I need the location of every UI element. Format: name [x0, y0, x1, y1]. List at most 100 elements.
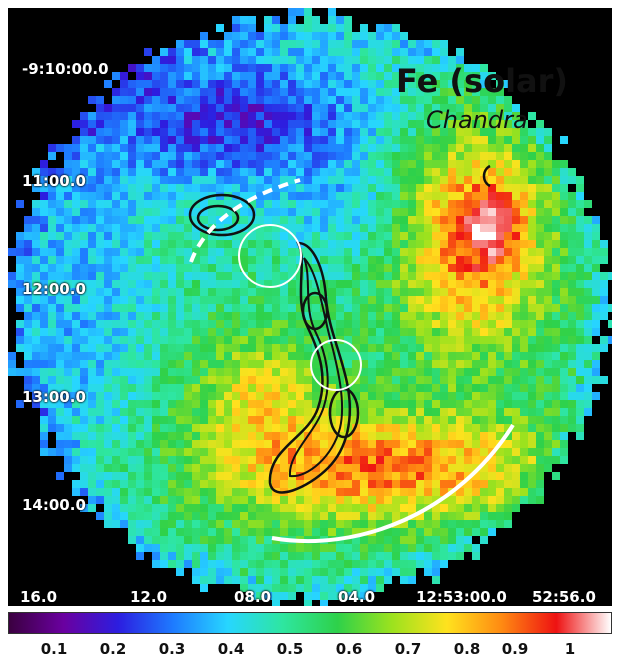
map-pixel	[328, 352, 336, 360]
map-pixel	[384, 128, 392, 136]
map-pixel	[496, 400, 504, 408]
map-pixel	[368, 496, 376, 504]
map-pixel	[368, 48, 376, 56]
map-pixel	[232, 176, 240, 184]
map-pixel	[224, 440, 232, 448]
map-pixel	[264, 376, 272, 384]
map-pixel	[240, 136, 248, 144]
map-pixel	[432, 80, 440, 88]
map-pixel	[472, 64, 480, 72]
map-pixel	[296, 520, 304, 528]
map-pixel	[304, 576, 312, 584]
map-pixel	[32, 240, 40, 248]
map-pixel	[88, 224, 96, 232]
map-pixel	[512, 384, 520, 392]
map-pixel	[96, 288, 104, 296]
map-pixel	[216, 48, 224, 56]
map-pixel	[272, 96, 280, 104]
map-pixel	[280, 88, 288, 96]
map-pixel	[8, 368, 16, 376]
map-pixel	[552, 224, 560, 232]
map-pixel	[160, 120, 168, 128]
map-pixel	[200, 336, 208, 344]
map-pixel	[360, 528, 368, 536]
map-pixel	[304, 264, 312, 272]
map-pixel	[448, 200, 456, 208]
map-pixel	[512, 360, 520, 368]
map-pixel	[288, 112, 296, 120]
map-pixel	[120, 472, 128, 480]
map-pixel	[536, 280, 544, 288]
map-pixel	[488, 160, 496, 168]
map-pixel	[384, 120, 392, 128]
map-pixel	[464, 192, 472, 200]
map-pixel	[120, 176, 128, 184]
map-pixel	[456, 448, 464, 456]
map-pixel	[80, 288, 88, 296]
map-pixel	[240, 176, 248, 184]
map-pixel	[208, 416, 216, 424]
ra-label: 16.0	[20, 588, 58, 606]
map-pixel	[440, 88, 448, 96]
map-pixel	[544, 368, 552, 376]
map-pixel	[264, 520, 272, 528]
map-pixel	[456, 240, 464, 248]
map-pixel	[200, 232, 208, 240]
map-pixel	[344, 104, 352, 112]
map-pixel	[448, 136, 456, 144]
map-pixel	[64, 152, 72, 160]
map-pixel	[576, 392, 584, 400]
map-pixel	[40, 448, 48, 456]
map-pixel	[360, 536, 368, 544]
map-pixel	[248, 480, 256, 488]
map-pixel	[416, 176, 424, 184]
map-pixel	[584, 296, 592, 304]
map-pixel	[576, 328, 584, 336]
map-pixel	[432, 432, 440, 440]
map-pixel	[456, 544, 464, 552]
map-pixel	[216, 472, 224, 480]
map-pixel	[288, 80, 296, 88]
map-pixel	[480, 352, 488, 360]
map-pixel	[360, 72, 368, 80]
map-pixel	[384, 160, 392, 168]
map-pixel	[272, 400, 280, 408]
map-pixel	[40, 232, 48, 240]
map-pixel	[248, 568, 256, 576]
map-pixel	[152, 136, 160, 144]
map-pixel	[56, 224, 64, 232]
map-pixel	[336, 496, 344, 504]
map-pixel	[432, 304, 440, 312]
map-pixel	[416, 208, 424, 216]
map-pixel	[200, 256, 208, 264]
map-pixel	[432, 328, 440, 336]
map-pixel	[520, 408, 528, 416]
map-pixel	[256, 152, 264, 160]
map-pixel	[384, 88, 392, 96]
map-pixel	[432, 536, 440, 544]
map-pixel	[96, 392, 104, 400]
map-pixel	[48, 216, 56, 224]
map-pixel	[328, 64, 336, 72]
map-pixel	[416, 560, 424, 568]
map-pixel	[136, 480, 144, 488]
map-pixel	[296, 152, 304, 160]
map-pixel	[512, 296, 520, 304]
map-pixel	[456, 80, 464, 88]
map-pixel	[464, 432, 472, 440]
map-pixel	[184, 88, 192, 96]
map-pixel	[192, 448, 200, 456]
map-pixel	[424, 96, 432, 104]
map-pixel	[328, 160, 336, 168]
map-pixel	[240, 496, 248, 504]
map-pixel	[480, 424, 488, 432]
map-pixel	[72, 432, 80, 440]
map-pixel	[400, 256, 408, 264]
map-pixel	[64, 456, 72, 464]
map-pixel	[32, 352, 40, 360]
map-pixel	[224, 432, 232, 440]
map-pixel	[432, 96, 440, 104]
map-pixel	[216, 200, 224, 208]
map-pixel	[64, 264, 72, 272]
map-pixel	[328, 240, 336, 248]
